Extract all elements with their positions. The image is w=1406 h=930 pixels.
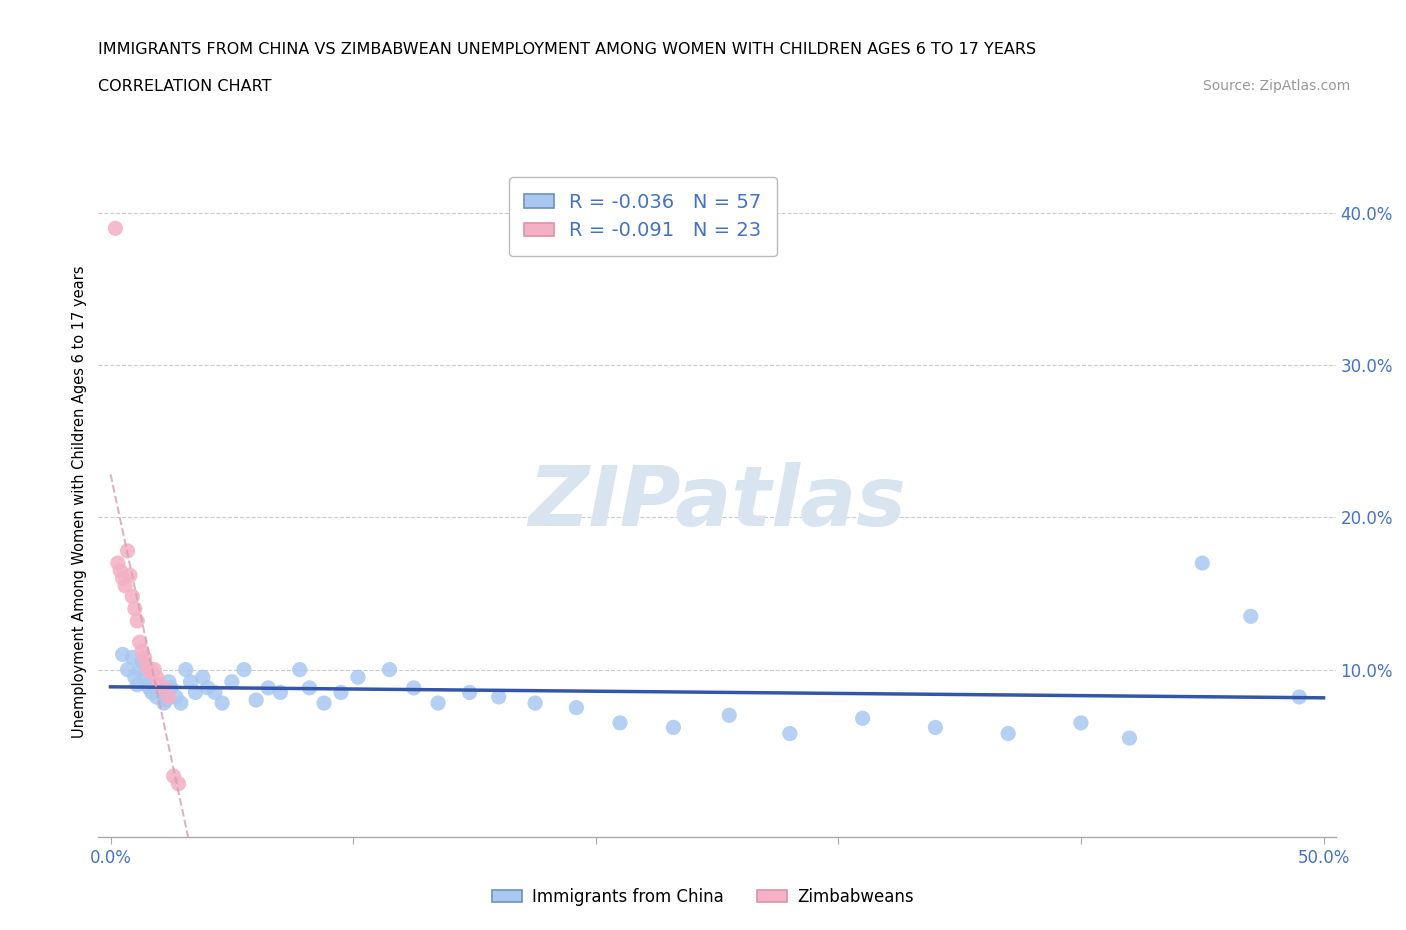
Point xyxy=(153,681,176,696)
Point xyxy=(141,665,163,680)
Point xyxy=(269,685,291,700)
Point xyxy=(233,662,256,677)
Point xyxy=(1070,715,1092,730)
Point xyxy=(924,720,946,735)
Point xyxy=(121,650,143,665)
Point xyxy=(162,769,184,784)
Point xyxy=(160,681,183,696)
Point xyxy=(174,662,197,677)
Point xyxy=(288,662,311,677)
Point xyxy=(121,589,143,604)
Point xyxy=(378,662,401,677)
Point xyxy=(458,685,481,700)
Point xyxy=(128,662,150,677)
Point xyxy=(211,696,233,711)
Point xyxy=(165,689,187,704)
Point xyxy=(114,578,136,593)
Point xyxy=(124,670,146,684)
Point xyxy=(298,681,321,696)
Point xyxy=(184,685,207,700)
Text: ZIPatlas: ZIPatlas xyxy=(529,461,905,543)
Text: IMMIGRANTS FROM CHINA VS ZIMBABWEAN UNEMPLOYMENT AMONG WOMEN WITH CHILDREN AGES : IMMIGRANTS FROM CHINA VS ZIMBABWEAN UNEM… xyxy=(98,42,1036,57)
Point xyxy=(145,670,167,684)
Point xyxy=(127,614,149,629)
Point xyxy=(221,674,243,689)
Point xyxy=(1191,555,1213,570)
Point xyxy=(402,681,425,696)
Point xyxy=(609,715,631,730)
Point xyxy=(155,693,177,708)
Point xyxy=(143,677,166,692)
Point xyxy=(134,650,156,665)
Point xyxy=(191,670,214,684)
Point xyxy=(124,602,146,617)
Point xyxy=(134,670,156,684)
Point xyxy=(180,674,202,689)
Point xyxy=(1118,731,1140,746)
Point xyxy=(245,693,267,708)
Point xyxy=(145,689,167,704)
Point xyxy=(257,681,280,696)
Point xyxy=(167,777,190,791)
Point xyxy=(111,647,134,662)
Point xyxy=(1240,609,1263,624)
Point xyxy=(136,677,159,692)
Point xyxy=(127,677,149,692)
Point xyxy=(330,685,353,700)
Legend: R = -0.036   N = 57, R = -0.091   N = 23: R = -0.036 N = 57, R = -0.091 N = 23 xyxy=(509,177,778,256)
Point xyxy=(150,685,173,700)
Point xyxy=(131,644,153,658)
Point xyxy=(138,662,160,677)
Point xyxy=(148,681,170,696)
Point xyxy=(718,708,741,723)
Point xyxy=(565,700,588,715)
Y-axis label: Unemployment Among Women with Children Ages 6 to 17 years: Unemployment Among Women with Children A… xyxy=(72,266,87,738)
Point xyxy=(141,685,163,700)
Point xyxy=(118,568,141,583)
Point xyxy=(131,655,153,670)
Point xyxy=(662,720,685,735)
Point xyxy=(143,662,166,677)
Point xyxy=(997,726,1019,741)
Point xyxy=(197,681,219,696)
Point xyxy=(312,696,335,711)
Point xyxy=(204,685,226,700)
Legend: Immigrants from China, Zimbabweans: Immigrants from China, Zimbabweans xyxy=(485,881,921,912)
Point xyxy=(107,555,129,570)
Point xyxy=(852,711,875,725)
Point xyxy=(1288,689,1310,704)
Point xyxy=(170,696,193,711)
Point xyxy=(148,677,170,692)
Point xyxy=(110,564,132,578)
Point xyxy=(104,220,127,235)
Text: Source: ZipAtlas.com: Source: ZipAtlas.com xyxy=(1202,79,1350,93)
Point xyxy=(111,571,134,586)
Point xyxy=(117,662,139,677)
Point xyxy=(347,670,370,684)
Point xyxy=(427,696,450,711)
Point xyxy=(779,726,801,741)
Point xyxy=(153,696,176,711)
Text: CORRELATION CHART: CORRELATION CHART xyxy=(98,79,271,94)
Point xyxy=(117,543,139,558)
Point xyxy=(524,696,547,711)
Point xyxy=(488,689,510,704)
Point xyxy=(138,681,160,696)
Point xyxy=(136,659,159,674)
Point xyxy=(128,635,150,650)
Point xyxy=(157,689,180,704)
Point xyxy=(157,674,180,689)
